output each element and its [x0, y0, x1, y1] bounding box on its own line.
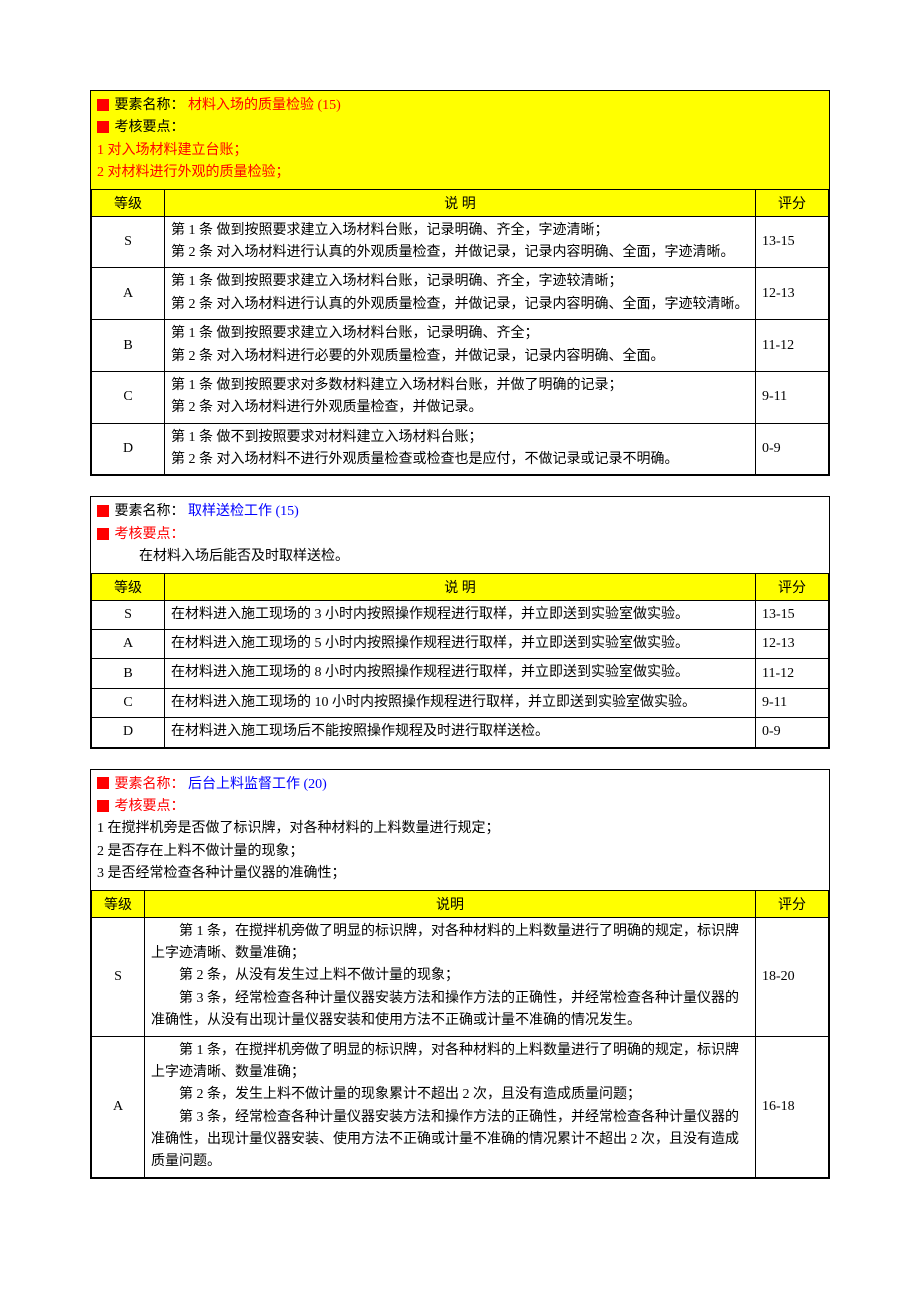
- s3-point-3: 3 是否经常检查各种计量仪器的准确性；: [97, 863, 823, 885]
- grade-cell: C: [92, 688, 165, 717]
- score-cell: 11-12: [756, 320, 829, 372]
- col-score-header: 评分: [756, 890, 829, 917]
- score-cell: 18-20: [756, 917, 829, 1036]
- grade-cell: B: [92, 659, 165, 688]
- table-row: D 第 1 条 做不到按照要求对材料建立入场材料台账； 第 2 条 对入场材料不…: [92, 423, 829, 475]
- table-row: A 第 1 条，在搅拌机旁做了明显的标识牌，对各种材料的上料数量进行了明确的规定…: [92, 1036, 829, 1177]
- s3-point-2: 2 是否存在上料不做计量的现象；: [97, 841, 823, 863]
- col-score-header: 评分: [756, 573, 829, 600]
- table-header-row: 等级 说明 评分: [92, 890, 829, 917]
- score-cell: 12-13: [756, 268, 829, 320]
- score-cell: 16-18: [756, 1036, 829, 1177]
- table-row: B 第 1 条 做到按照要求建立入场材料台账，记录明确、齐全； 第 2 条 对入…: [92, 320, 829, 372]
- section2-table: 等级 说 明 评分 S 在材料进入施工现场的 3 小时内按照操作规程进行取样，并…: [91, 573, 829, 748]
- col-grade-header: 等级: [92, 573, 165, 600]
- table-row: S 第 1 条，在搅拌机旁做了明显的标识牌，对各种材料的上料数量进行了明确的规定…: [92, 917, 829, 1036]
- grade-cell: A: [92, 268, 165, 320]
- desc-cell: 在材料进入施工现场的 5 小时内按照操作规程进行取样，并立即送到实验室做实验。: [165, 630, 756, 659]
- score-cell: 0-9: [756, 423, 829, 475]
- col-desc-header: 说 明: [165, 189, 756, 216]
- desc-cell: 第 1 条 做到按照要求对多数材料建立入场材料台账，并做了明确的记录； 第 2 …: [165, 371, 756, 423]
- grade-cell: C: [92, 371, 165, 423]
- s1-point-1: 1 对入场材料建立台账；: [97, 140, 823, 162]
- section2-header: 要素名称： 取样送检工作 (15) 考核要点： 在材料入场后能否及时取样送检。: [91, 497, 829, 572]
- grade-cell: S: [92, 600, 165, 629]
- table-header-row: 等级 说 明 评分: [92, 189, 829, 216]
- s2-points-label: 考核要点：: [115, 527, 185, 542]
- desc-cell: 在材料进入施工现场后不能按照操作规程及时进行取样送检。: [165, 718, 756, 747]
- score-cell: 11-12: [756, 659, 829, 688]
- grade-cell: D: [92, 423, 165, 475]
- section1-table: 等级 说 明 评分 S 第 1 条 做到按照要求建立入场材料台账，记录明确、齐全…: [91, 189, 829, 476]
- desc-cell: 在材料进入施工现场的 10 小时内按照操作规程进行取样，并立即送到实验室做实验。: [165, 688, 756, 717]
- bullet-icon: [97, 121, 109, 133]
- bullet-icon: [97, 800, 109, 812]
- desc-cell: 在材料进入施工现场的 3 小时内按照操作规程进行取样，并立即送到实验室做实验。: [165, 600, 756, 629]
- desc-cell: 第 1 条 做到按照要求建立入场材料台账，记录明确、齐全，字迹较清晰； 第 2 …: [165, 268, 756, 320]
- section-material-inspection: 要素名称： 材料入场的质量检验 (15) 考核要点： 1 对入场材料建立台账； …: [90, 90, 830, 476]
- table-row: C 第 1 条 做到按照要求对多数材料建立入场材料台账，并做了明确的记录； 第 …: [92, 371, 829, 423]
- table-row: B 在材料进入施工现场的 8 小时内按照操作规程进行取样，并立即送到实验室做实验…: [92, 659, 829, 688]
- s3-points-label: 考核要点：: [115, 799, 185, 814]
- score-cell: 0-9: [756, 718, 829, 747]
- col-grade-header: 等级: [92, 189, 165, 216]
- col-desc-header: 说 明: [165, 573, 756, 600]
- table-row: S 在材料进入施工现场的 3 小时内按照操作规程进行取样，并立即送到实验室做实验…: [92, 600, 829, 629]
- desc-cell: 第 1 条 做到按照要求建立入场材料台账，记录明确、齐全； 第 2 条 对入场材…: [165, 320, 756, 372]
- s1-point-2: 2 对材料进行外观的质量检验；: [97, 162, 823, 184]
- section3-header: 要素名称： 后台上料监督工作 (20) 考核要点： 1 在搅拌机旁是否做了标识牌…: [91, 770, 829, 890]
- score-cell: 13-15: [756, 216, 829, 268]
- table-header-row: 等级 说 明 评分: [92, 573, 829, 600]
- score-cell: 9-11: [756, 688, 829, 717]
- desc-cell: 第 1 条，在搅拌机旁做了明显的标识牌，对各种材料的上料数量进行了明确的规定，标…: [145, 1036, 756, 1177]
- table-row: D 在材料进入施工现场后不能按照操作规程及时进行取样送检。 0-9: [92, 718, 829, 747]
- grade-cell: S: [92, 917, 145, 1036]
- table-row: A 第 1 条 做到按照要求建立入场材料台账，记录明确、齐全，字迹较清晰； 第 …: [92, 268, 829, 320]
- table-row: S 第 1 条 做到按照要求建立入场材料台账，记录明确、齐全，字迹清晰； 第 2…: [92, 216, 829, 268]
- score-cell: 12-13: [756, 630, 829, 659]
- table-row: A 在材料进入施工现场的 5 小时内按照操作规程进行取样，并立即送到实验室做实验…: [92, 630, 829, 659]
- grade-cell: S: [92, 216, 165, 268]
- section-supervision: 要素名称： 后台上料监督工作 (20) 考核要点： 1 在搅拌机旁是否做了标识牌…: [90, 769, 830, 1179]
- section-sampling: 要素名称： 取样送检工作 (15) 考核要点： 在材料入场后能否及时取样送检。 …: [90, 496, 830, 748]
- s3-title-value: 后台上料监督工作 (20): [188, 777, 327, 792]
- col-grade-header: 等级: [92, 890, 145, 917]
- s1-title-label: 要素名称：: [115, 98, 185, 113]
- score-cell: 13-15: [756, 600, 829, 629]
- desc-cell: 第 1 条 做不到按照要求对材料建立入场材料台账； 第 2 条 对入场材料不进行…: [165, 423, 756, 475]
- col-score-header: 评分: [756, 189, 829, 216]
- bullet-icon: [97, 505, 109, 517]
- section3-table: 等级 说明 评分 S 第 1 条，在搅拌机旁做了明显的标识牌，对各种材料的上料数…: [91, 890, 829, 1178]
- s1-title-value: 材料入场的质量检验 (15): [188, 98, 341, 113]
- s1-points-label: 考核要点：: [115, 120, 185, 135]
- section1-header: 要素名称： 材料入场的质量检验 (15) 考核要点： 1 对入场材料建立台账； …: [91, 91, 829, 189]
- s2-title-label: 要素名称：: [115, 504, 185, 519]
- s2-points-line: 在材料入场后能否及时取样送检。: [97, 546, 823, 568]
- desc-cell: 第 1 条，在搅拌机旁做了明显的标识牌，对各种材料的上料数量进行了明确的规定，标…: [145, 917, 756, 1036]
- bullet-icon: [97, 99, 109, 111]
- grade-cell: B: [92, 320, 165, 372]
- desc-cell: 在材料进入施工现场的 8 小时内按照操作规程进行取样，并立即送到实验室做实验。: [165, 659, 756, 688]
- grade-cell: A: [92, 1036, 145, 1177]
- s2-title-value: 取样送检工作 (15): [188, 504, 299, 519]
- bullet-icon: [97, 777, 109, 789]
- score-cell: 9-11: [756, 371, 829, 423]
- grade-cell: A: [92, 630, 165, 659]
- col-desc-header: 说明: [145, 890, 756, 917]
- table-row: C 在材料进入施工现场的 10 小时内按照操作规程进行取样，并立即送到实验室做实…: [92, 688, 829, 717]
- s3-title-label: 要素名称：: [115, 777, 185, 792]
- grade-cell: D: [92, 718, 165, 747]
- s3-point-1: 1 在搅拌机旁是否做了标识牌，对各种材料的上料数量进行规定；: [97, 818, 823, 840]
- bullet-icon: [97, 528, 109, 540]
- desc-cell: 第 1 条 做到按照要求建立入场材料台账，记录明确、齐全，字迹清晰； 第 2 条…: [165, 216, 756, 268]
